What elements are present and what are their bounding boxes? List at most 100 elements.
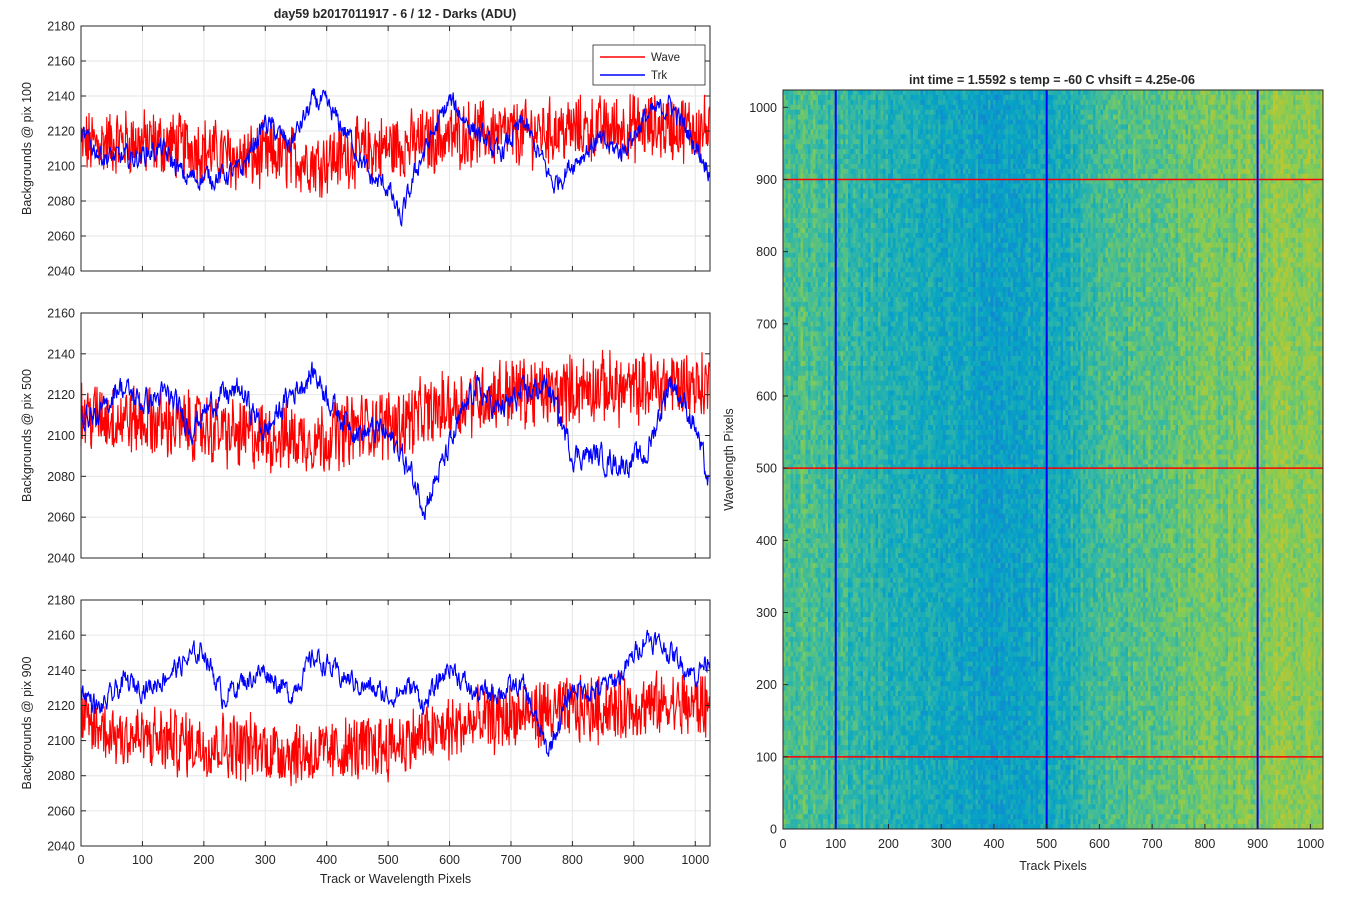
heatmap-cell <box>800 94 804 101</box>
heatmap-cell <box>828 533 831 539</box>
heatmap-cell <box>833 661 836 667</box>
heatmap-cell <box>828 784 831 790</box>
heatmap-cell <box>848 750 851 756</box>
heatmap-cell <box>848 109 851 115</box>
heatmap-cell <box>850 755 854 761</box>
heatmap-cell <box>783 597 786 603</box>
heatmap-cell <box>798 365 801 372</box>
heatmap-cell <box>830 360 834 367</box>
heatmap-cell <box>835 326 839 332</box>
heatmap-cell <box>790 484 794 490</box>
heatmap-cell <box>800 691 804 697</box>
heatmap-cell <box>783 336 786 342</box>
heatmap-cell <box>840 306 844 313</box>
heatmap-cell <box>818 370 821 377</box>
heatmap-cell <box>833 257 836 263</box>
heatmap-cell <box>845 104 849 111</box>
heatmap-cell <box>803 681 806 687</box>
heatmap-cell <box>845 444 849 450</box>
heatmap-cell <box>860 119 864 125</box>
heatmap-cell <box>803 346 806 352</box>
heatmap-cell <box>820 686 824 692</box>
heatmap-cell <box>815 779 819 786</box>
heatmap-cell <box>820 651 824 657</box>
heatmap-cell <box>838 188 841 194</box>
heatmap-cell <box>805 390 809 396</box>
heatmap-cell <box>830 188 834 194</box>
heatmap-cell <box>858 631 861 638</box>
heatmap-cell <box>813 607 816 613</box>
heatmap-cell <box>805 553 809 559</box>
heatmap-cell <box>783 577 786 584</box>
heatmap-cell <box>793 296 796 303</box>
heatmap-cell <box>818 612 821 618</box>
heatmap-cell <box>815 474 819 480</box>
heatmap-cell <box>835 139 839 145</box>
heatmap-cell <box>798 356 801 362</box>
heatmap-cell <box>805 213 809 219</box>
heatmap-cell <box>805 794 809 800</box>
heatmap-cell <box>855 134 859 140</box>
heatmap-cell <box>840 311 844 317</box>
heatmap-cell <box>815 814 819 820</box>
heatmap-cell <box>793 321 796 327</box>
heatmap-cell <box>833 587 836 593</box>
heatmap-cell <box>793 671 796 677</box>
heatmap-cell <box>820 272 824 278</box>
heatmap-cell <box>810 316 814 322</box>
heatmap-cell <box>860 213 864 219</box>
heatmap-cell <box>840 493 844 500</box>
heatmap-cell <box>798 198 801 204</box>
heatmap-cell <box>853 346 856 352</box>
heatmap-cell <box>808 543 811 549</box>
heatmap-cell <box>788 365 791 372</box>
heatmap-cell <box>815 809 819 815</box>
heatmap-cell <box>815 755 819 761</box>
heatmap-cell <box>815 498 819 505</box>
heatmap-cell <box>845 577 849 584</box>
heatmap-cell <box>853 237 856 244</box>
heatmap-cell <box>848 656 851 662</box>
heatmap-cell <box>855 656 859 662</box>
heatmap-cell <box>825 223 829 229</box>
heatmap-cell <box>808 592 811 598</box>
heatmap-cell <box>850 641 854 648</box>
heatmap-cell <box>800 434 804 441</box>
heatmap-cell <box>838 730 841 736</box>
heatmap-cell <box>820 356 824 362</box>
heatmap-cell <box>810 577 814 584</box>
heatmap-cell <box>800 365 804 372</box>
heatmap-cell <box>783 814 786 820</box>
heatmap-cell <box>813 459 816 465</box>
heatmap-cell <box>853 109 856 115</box>
heatmap-cell <box>815 469 819 475</box>
heatmap-cell <box>828 365 831 372</box>
heatmap-cell <box>853 740 856 746</box>
heatmap-cell <box>798 474 801 480</box>
heatmap-cell <box>838 518 841 524</box>
heatmap-cell <box>818 597 821 603</box>
heatmap-cell <box>820 715 824 721</box>
heatmap-cell <box>850 779 854 786</box>
heatmap-cell <box>838 498 841 505</box>
heatmap-cell <box>798 740 801 746</box>
heatmap-cell <box>785 237 789 244</box>
heatmap-cell <box>820 218 824 224</box>
heatmap-cell <box>830 651 834 657</box>
heatmap-cell <box>845 479 849 485</box>
heatmap-cell <box>843 577 846 584</box>
heatmap-cell <box>820 341 824 347</box>
heatmap-cell <box>783 508 786 515</box>
heatmap-cell <box>795 543 799 549</box>
heatmap-cell <box>808 336 811 342</box>
heatmap-cell <box>850 365 854 372</box>
heatmap-cell <box>823 503 826 510</box>
heatmap-cell <box>858 272 861 278</box>
heatmap-cell <box>853 129 856 135</box>
heatmap-cell <box>788 439 791 446</box>
heatmap-cell <box>813 203 816 209</box>
heatmap-cell <box>828 287 831 293</box>
heatmap-cell <box>785 370 789 377</box>
heatmap-cell <box>798 173 801 180</box>
heatmap-cell <box>793 592 796 598</box>
